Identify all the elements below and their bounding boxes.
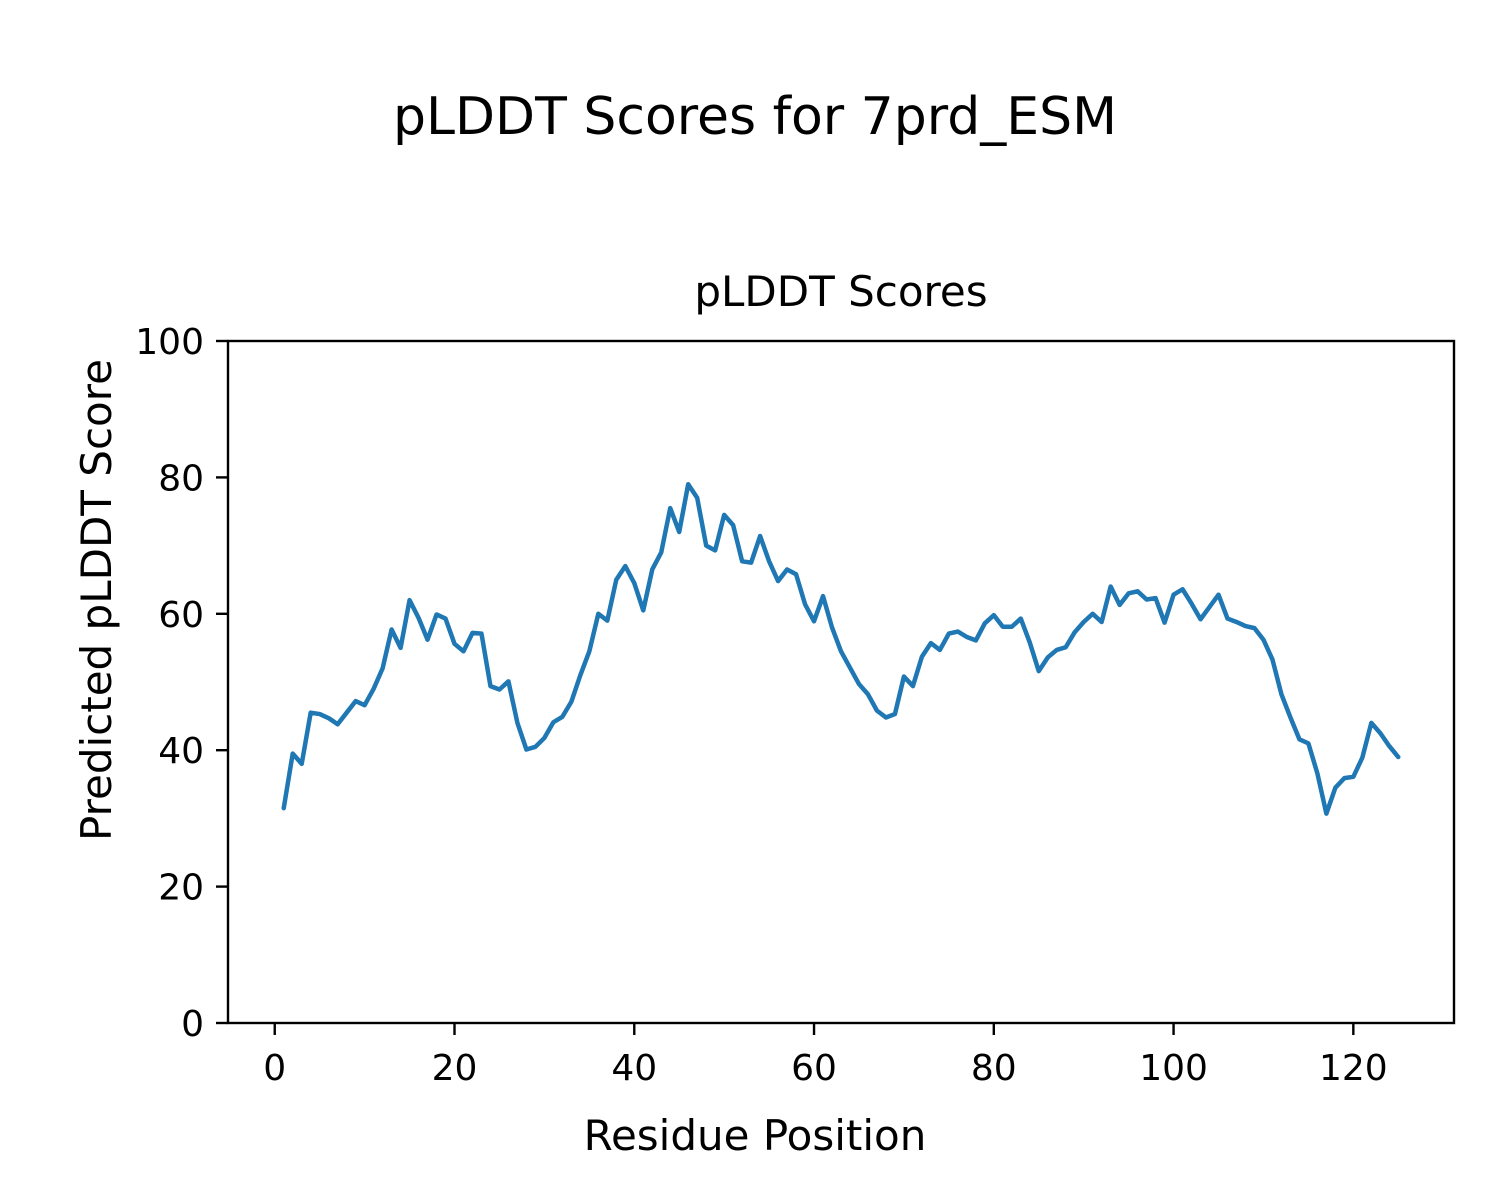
x-tick-100-label: 100: [1139, 1048, 1208, 1089]
axes-title: pLDDT Scores: [694, 267, 988, 316]
plddt-line-series: [281, 481, 1401, 816]
x-axis-label: Residue Position: [583, 1111, 927, 1160]
y-tick-0-label: 0: [181, 1004, 204, 1045]
axes-frame: [226, 339, 1456, 1025]
y-tick-80-label: 80: [158, 458, 204, 499]
x-tick-80-label: 80: [971, 1048, 1017, 1089]
y-tick-100-label: 100: [135, 322, 204, 363]
x-tick-120-label: 120: [1319, 1048, 1388, 1089]
y-tick-20-label: 20: [158, 868, 204, 909]
y-tick-40-label: 40: [158, 731, 204, 772]
x-tick-60-label: 60: [791, 1048, 837, 1089]
tick-layer: 0 20 40 60 80 100 120 0 20 40 60 80 100: [135, 322, 1387, 1089]
axes-area: [228, 341, 1454, 1023]
x-tick-20-label: 20: [432, 1048, 478, 1089]
figure-suptitle: pLDDT Scores for 7prd_ESM: [393, 87, 1117, 147]
y-axis-label: Predicted pLDDT Score: [72, 359, 121, 841]
x-tick-0-label: 0: [263, 1048, 286, 1089]
x-tick-40-label: 40: [611, 1048, 657, 1089]
y-tick-60-label: 60: [158, 595, 204, 636]
